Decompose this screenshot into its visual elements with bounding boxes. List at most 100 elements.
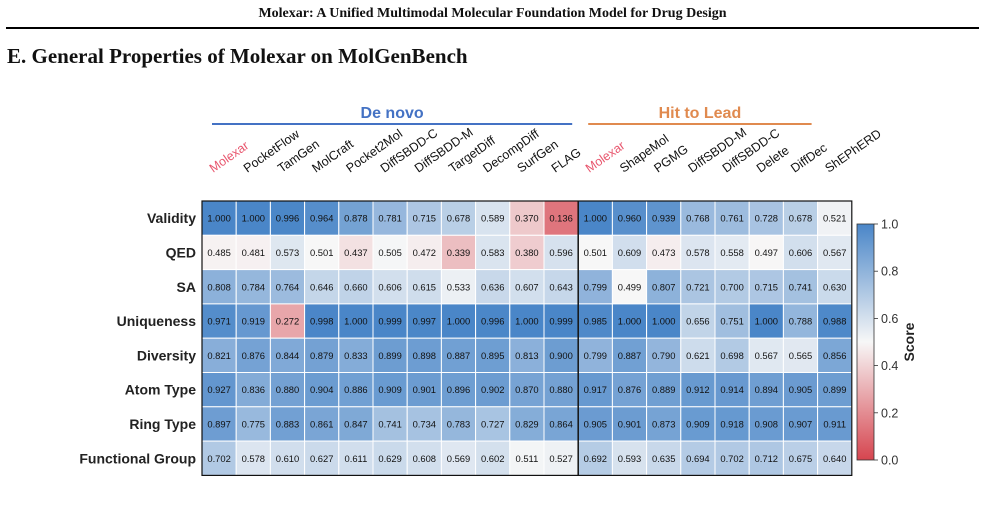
cell-value-label: 0.889 — [652, 384, 675, 395]
heatmap-cell — [577, 440, 613, 476]
cell-value-label: 0.873 — [652, 418, 675, 429]
cell-value-label: 0.911 — [823, 418, 846, 429]
cell-value-label: 0.607 — [515, 281, 538, 292]
heatmap-cell — [748, 406, 784, 442]
cell-value-label: 0.621 — [686, 350, 709, 361]
cell-value-label: 0.615 — [413, 281, 436, 292]
cell-value-label: 0.764 — [276, 281, 299, 292]
cell-value-label: 0.788 — [789, 316, 812, 327]
heatmap-cell — [235, 440, 271, 476]
cell-value-label: 1.000 — [344, 316, 367, 327]
cell-value-label: 0.558 — [720, 247, 743, 258]
cell-value-label: 0.813 — [515, 350, 538, 361]
heatmap-frame — [201, 200, 853, 476]
cell-value-label: 0.914 — [720, 384, 743, 395]
row-label: Uniqueness — [117, 313, 197, 329]
heatmap-cell — [269, 234, 306, 271]
heatmap-cell — [440, 440, 477, 476]
cell-value-label: 0.918 — [720, 418, 743, 429]
heatmap-cell — [201, 440, 237, 476]
cell-value-label: 0.692 — [584, 453, 607, 464]
colorbar-tick-label: 0.2 — [881, 406, 898, 420]
cell-value-label: 0.715 — [755, 281, 778, 292]
heatmap-cell — [440, 337, 477, 374]
cell-value-label: 1.000 — [584, 213, 607, 224]
cell-value-label: 0.761 — [720, 213, 743, 224]
cell-value-label: 0.741 — [378, 418, 401, 429]
running-head: Molexar: A Unified Multimodal Molecular … — [258, 6, 727, 21]
cell-value-label: 0.909 — [378, 384, 401, 395]
heatmap-cell — [817, 303, 853, 339]
cell-value-label: 0.578 — [686, 247, 709, 258]
cell-value-label: 0.511 — [516, 453, 539, 464]
cell-value-label: 0.856 — [823, 350, 846, 361]
heatmap-cell — [269, 303, 306, 339]
cell-value-label: 0.870 — [515, 384, 538, 395]
heatmap-cell — [646, 406, 682, 442]
colorbar-tick-label: 0.0 — [881, 454, 898, 468]
heatmap-cell — [714, 440, 750, 476]
heatmap-cell — [577, 372, 613, 408]
cell-value-label: 0.886 — [344, 384, 367, 395]
heatmap-cell — [201, 372, 237, 408]
cell-value-label: 0.784 — [242, 281, 265, 292]
heatmap-cell — [304, 372, 340, 408]
cell-value-label: 0.898 — [413, 350, 436, 361]
group-label: De novo — [361, 105, 424, 122]
cell-value-label: 0.999 — [378, 316, 401, 327]
heatmap-cell — [646, 372, 682, 408]
heatmap-cell — [714, 200, 750, 236]
cell-value-label: 0.501 — [310, 247, 333, 258]
cell-value-label: 0.712 — [755, 453, 778, 464]
heatmap-cell — [611, 337, 648, 374]
cell-value-label: 0.472 — [413, 247, 436, 258]
heatmap-cell — [680, 234, 716, 271]
cell-value-label: 0.643 — [549, 281, 572, 292]
heatmap-cell — [406, 234, 442, 271]
cell-value-label: 0.339 — [447, 247, 470, 258]
heatmap-cell — [748, 440, 784, 476]
cell-value-label: 0.715 — [413, 213, 436, 224]
heatmap-cell — [372, 303, 408, 339]
cell-value-label: 0.902 — [481, 384, 504, 395]
heatmap-cell — [782, 200, 819, 236]
heatmap-cell — [338, 440, 374, 476]
heatmap-cell — [372, 337, 408, 374]
cell-value-label: 0.606 — [789, 247, 812, 258]
cell-value-label: 0.895 — [481, 350, 504, 361]
cell-value-label: 0.880 — [549, 384, 572, 395]
heatmap-cell — [646, 337, 682, 374]
heatmap-cell — [509, 303, 545, 339]
heatmap-cell — [372, 234, 408, 271]
heatmap-cell — [714, 269, 750, 305]
cell-value-label: 0.847 — [344, 418, 367, 429]
cell-value-label: 0.721 — [686, 281, 709, 292]
heatmap-cell — [372, 372, 408, 408]
header-rule — [6, 27, 979, 29]
cell-value-label: 0.917 — [584, 384, 607, 395]
group-label: Hit to Lead — [659, 105, 742, 122]
cell-value-label: 0.533 — [447, 281, 470, 292]
cell-value-label: 0.608 — [413, 453, 436, 464]
row-label: Functional Group — [79, 450, 196, 466]
cell-value-label: 0.985 — [584, 316, 607, 327]
cell-value-label: 0.899 — [823, 384, 846, 395]
cell-value-label: 1.000 — [515, 316, 538, 327]
cell-value-label: 0.833 — [344, 350, 367, 361]
cell-value-label: 0.702 — [720, 453, 743, 464]
heatmap-cell — [509, 234, 545, 271]
heatmap-cell — [269, 269, 306, 305]
heatmap-cell — [748, 269, 784, 305]
cell-value-label: 0.790 — [652, 350, 675, 361]
cell-value-label: 0.609 — [618, 247, 641, 258]
heatmap-cell — [782, 303, 819, 339]
cell-value-label: 0.864 — [549, 418, 572, 429]
heatmap-cell — [748, 372, 784, 408]
cell-value-label: 0.596 — [549, 247, 572, 258]
cell-value-label: 0.901 — [413, 384, 436, 395]
cell-value-label: 0.844 — [276, 350, 299, 361]
cell-value-label: 0.727 — [481, 418, 504, 429]
cell-value-label: 0.593 — [618, 453, 641, 464]
cell-value-label: 0.485 — [207, 247, 230, 258]
heatmap-cell — [338, 406, 374, 442]
